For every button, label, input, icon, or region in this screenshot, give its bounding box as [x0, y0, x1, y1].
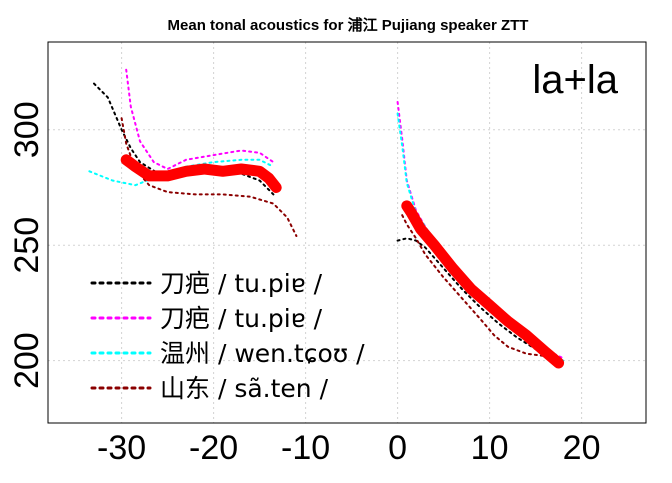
x-axis: -30 -20 -10 0 10 20: [97, 429, 600, 467]
series-layer: [88, 68, 565, 369]
legend-label: 温州 / wen.tɕoʊ /: [160, 339, 365, 368]
legend-label: 山东 / sã.ten /: [160, 374, 329, 403]
y-tick-label: 250: [8, 217, 46, 274]
y-tick-label: 200: [8, 332, 46, 389]
x-tick-label: -10: [281, 429, 330, 467]
y-axis: 200 250 300: [8, 101, 46, 389]
panel-label: la+la: [532, 58, 618, 102]
plot-frame: [47, 41, 647, 424]
mean-contour-line: [401, 200, 565, 369]
x-tick-label: -30: [97, 429, 146, 467]
grid-lines: [48, 42, 646, 423]
mean-contour-line: [120, 154, 282, 193]
x-tick-label: 20: [563, 429, 601, 467]
x-tick-label: -20: [189, 429, 238, 467]
series-line-2: [125, 68, 275, 170]
series-line-1: [396, 237, 565, 369]
x-tick-label: 10: [471, 429, 509, 467]
legend-label: 刀疤 / tu.piɐ /: [160, 269, 323, 298]
series-line-1: [93, 82, 275, 196]
chart-title: Mean tonal acoustics for 浦江 Pujiang spea…: [168, 16, 529, 34]
legend: 刀疤 / tu.piɐ / 刀疤 / tu.piɐ / 温州 / wen.tɕoʊ …: [90, 269, 365, 403]
x-tick-label: 0: [388, 429, 407, 467]
legend-label: 刀疤 / tu.piɐ /: [160, 304, 323, 333]
y-tick-label: 300: [8, 101, 46, 158]
series-line-4: [401, 214, 565, 362]
